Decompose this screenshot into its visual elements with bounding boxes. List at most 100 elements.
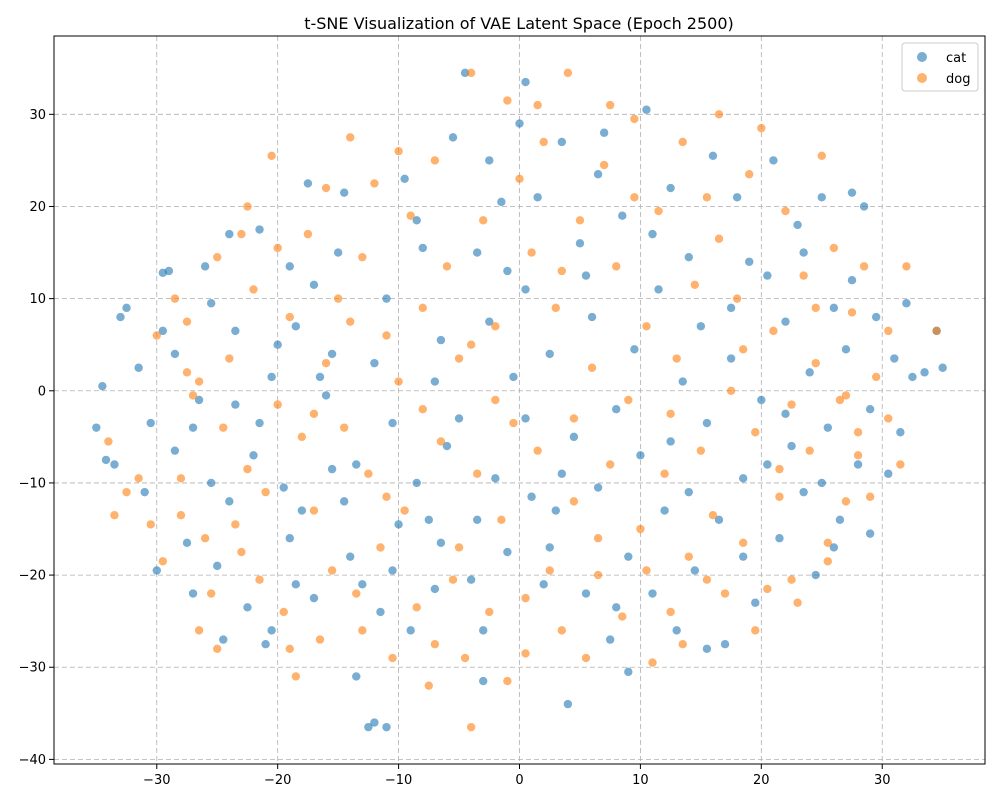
point-cat [702, 644, 712, 654]
legend-marker-cat [917, 52, 927, 62]
point-dog [273, 400, 282, 409]
point-dog [388, 653, 397, 663]
point-dog [563, 68, 573, 78]
point-cat [636, 451, 645, 460]
point-dog [454, 354, 464, 363]
point-cat [521, 285, 530, 294]
x-tick-label: −10 [385, 773, 412, 788]
point-dog [757, 123, 766, 133]
point-cat [865, 405, 875, 414]
point-cat [714, 515, 724, 524]
point-cat [291, 580, 301, 589]
x-tick-label: 30 [874, 773, 891, 788]
point-cat [98, 381, 107, 391]
point-cat [859, 202, 869, 211]
point-cat [352, 672, 361, 681]
point-cat [799, 487, 808, 497]
point-cat [581, 271, 591, 280]
point-dog [122, 487, 131, 497]
point-dog [593, 534, 603, 543]
point-cat [841, 345, 851, 354]
point-dog [261, 487, 270, 497]
point-cat [370, 718, 379, 727]
point-dog [454, 543, 464, 552]
point-cat [291, 322, 301, 331]
point-cat [219, 635, 228, 644]
point-cat [182, 538, 192, 548]
point-cat [309, 280, 319, 290]
point-cat [726, 354, 736, 363]
point-dog [255, 575, 264, 584]
point-dog [853, 451, 863, 460]
point-dog [835, 395, 845, 405]
point-cat [884, 469, 893, 478]
point-cat [339, 188, 349, 197]
point-cat [769, 156, 778, 165]
point-cat [666, 437, 675, 446]
point-cat [678, 377, 687, 386]
point-dog [557, 626, 567, 635]
point-dog [787, 400, 796, 409]
point-dog [479, 216, 488, 225]
point-cat [624, 552, 633, 561]
x-tick-label: 10 [632, 773, 649, 788]
point-dog [219, 423, 228, 432]
point-cat [321, 391, 331, 400]
point-dog [346, 317, 355, 326]
point-dog [364, 469, 373, 478]
y-tick-label: −10 [19, 476, 46, 491]
point-dog [672, 354, 681, 363]
point-dog [714, 110, 724, 119]
point-dog [376, 543, 385, 552]
point-dog [896, 460, 905, 469]
point-cat [618, 211, 627, 220]
point-dog [237, 547, 246, 557]
point-cat [412, 216, 421, 225]
point-cat [448, 133, 458, 142]
point-dog [194, 377, 204, 386]
point-cat [823, 423, 833, 432]
point-cat [908, 372, 917, 382]
point-dog [829, 243, 839, 253]
point-cat [660, 506, 669, 515]
point-cat [485, 317, 494, 326]
grid [54, 36, 985, 764]
y-tick-label: 20 [29, 200, 46, 215]
point-cat [503, 547, 512, 557]
y-tick-label: 30 [29, 108, 46, 123]
point-cat [436, 335, 446, 345]
point-dog [346, 133, 355, 142]
y-tick-label: 0 [38, 384, 46, 399]
point-dog [333, 294, 343, 303]
point-dog [745, 170, 754, 179]
point-cat [515, 119, 524, 128]
point-dog [309, 506, 319, 515]
point-dog [569, 497, 579, 506]
point-dog [648, 658, 657, 667]
point-dog [551, 303, 560, 313]
point-cat [612, 603, 621, 612]
point-dog [231, 520, 240, 529]
point-cat [793, 220, 802, 230]
point-cat [817, 478, 826, 488]
point-dog [382, 492, 391, 501]
point-dog [696, 446, 706, 455]
point-cat [297, 506, 307, 515]
point-cat [255, 418, 264, 428]
point-cat [896, 428, 905, 437]
point-dog [799, 271, 808, 280]
point-dog [152, 331, 161, 340]
point-cat [116, 312, 125, 322]
point-cat [811, 570, 820, 580]
point-cat [101, 455, 111, 465]
point-cat [225, 229, 234, 239]
point-cat [364, 722, 373, 732]
point-cat [732, 193, 742, 202]
point-cat [370, 358, 379, 368]
point-cat [575, 239, 585, 248]
point-cat [279, 483, 288, 492]
point-dog [521, 593, 530, 603]
point-dog [599, 160, 609, 170]
point-cat [738, 474, 748, 483]
